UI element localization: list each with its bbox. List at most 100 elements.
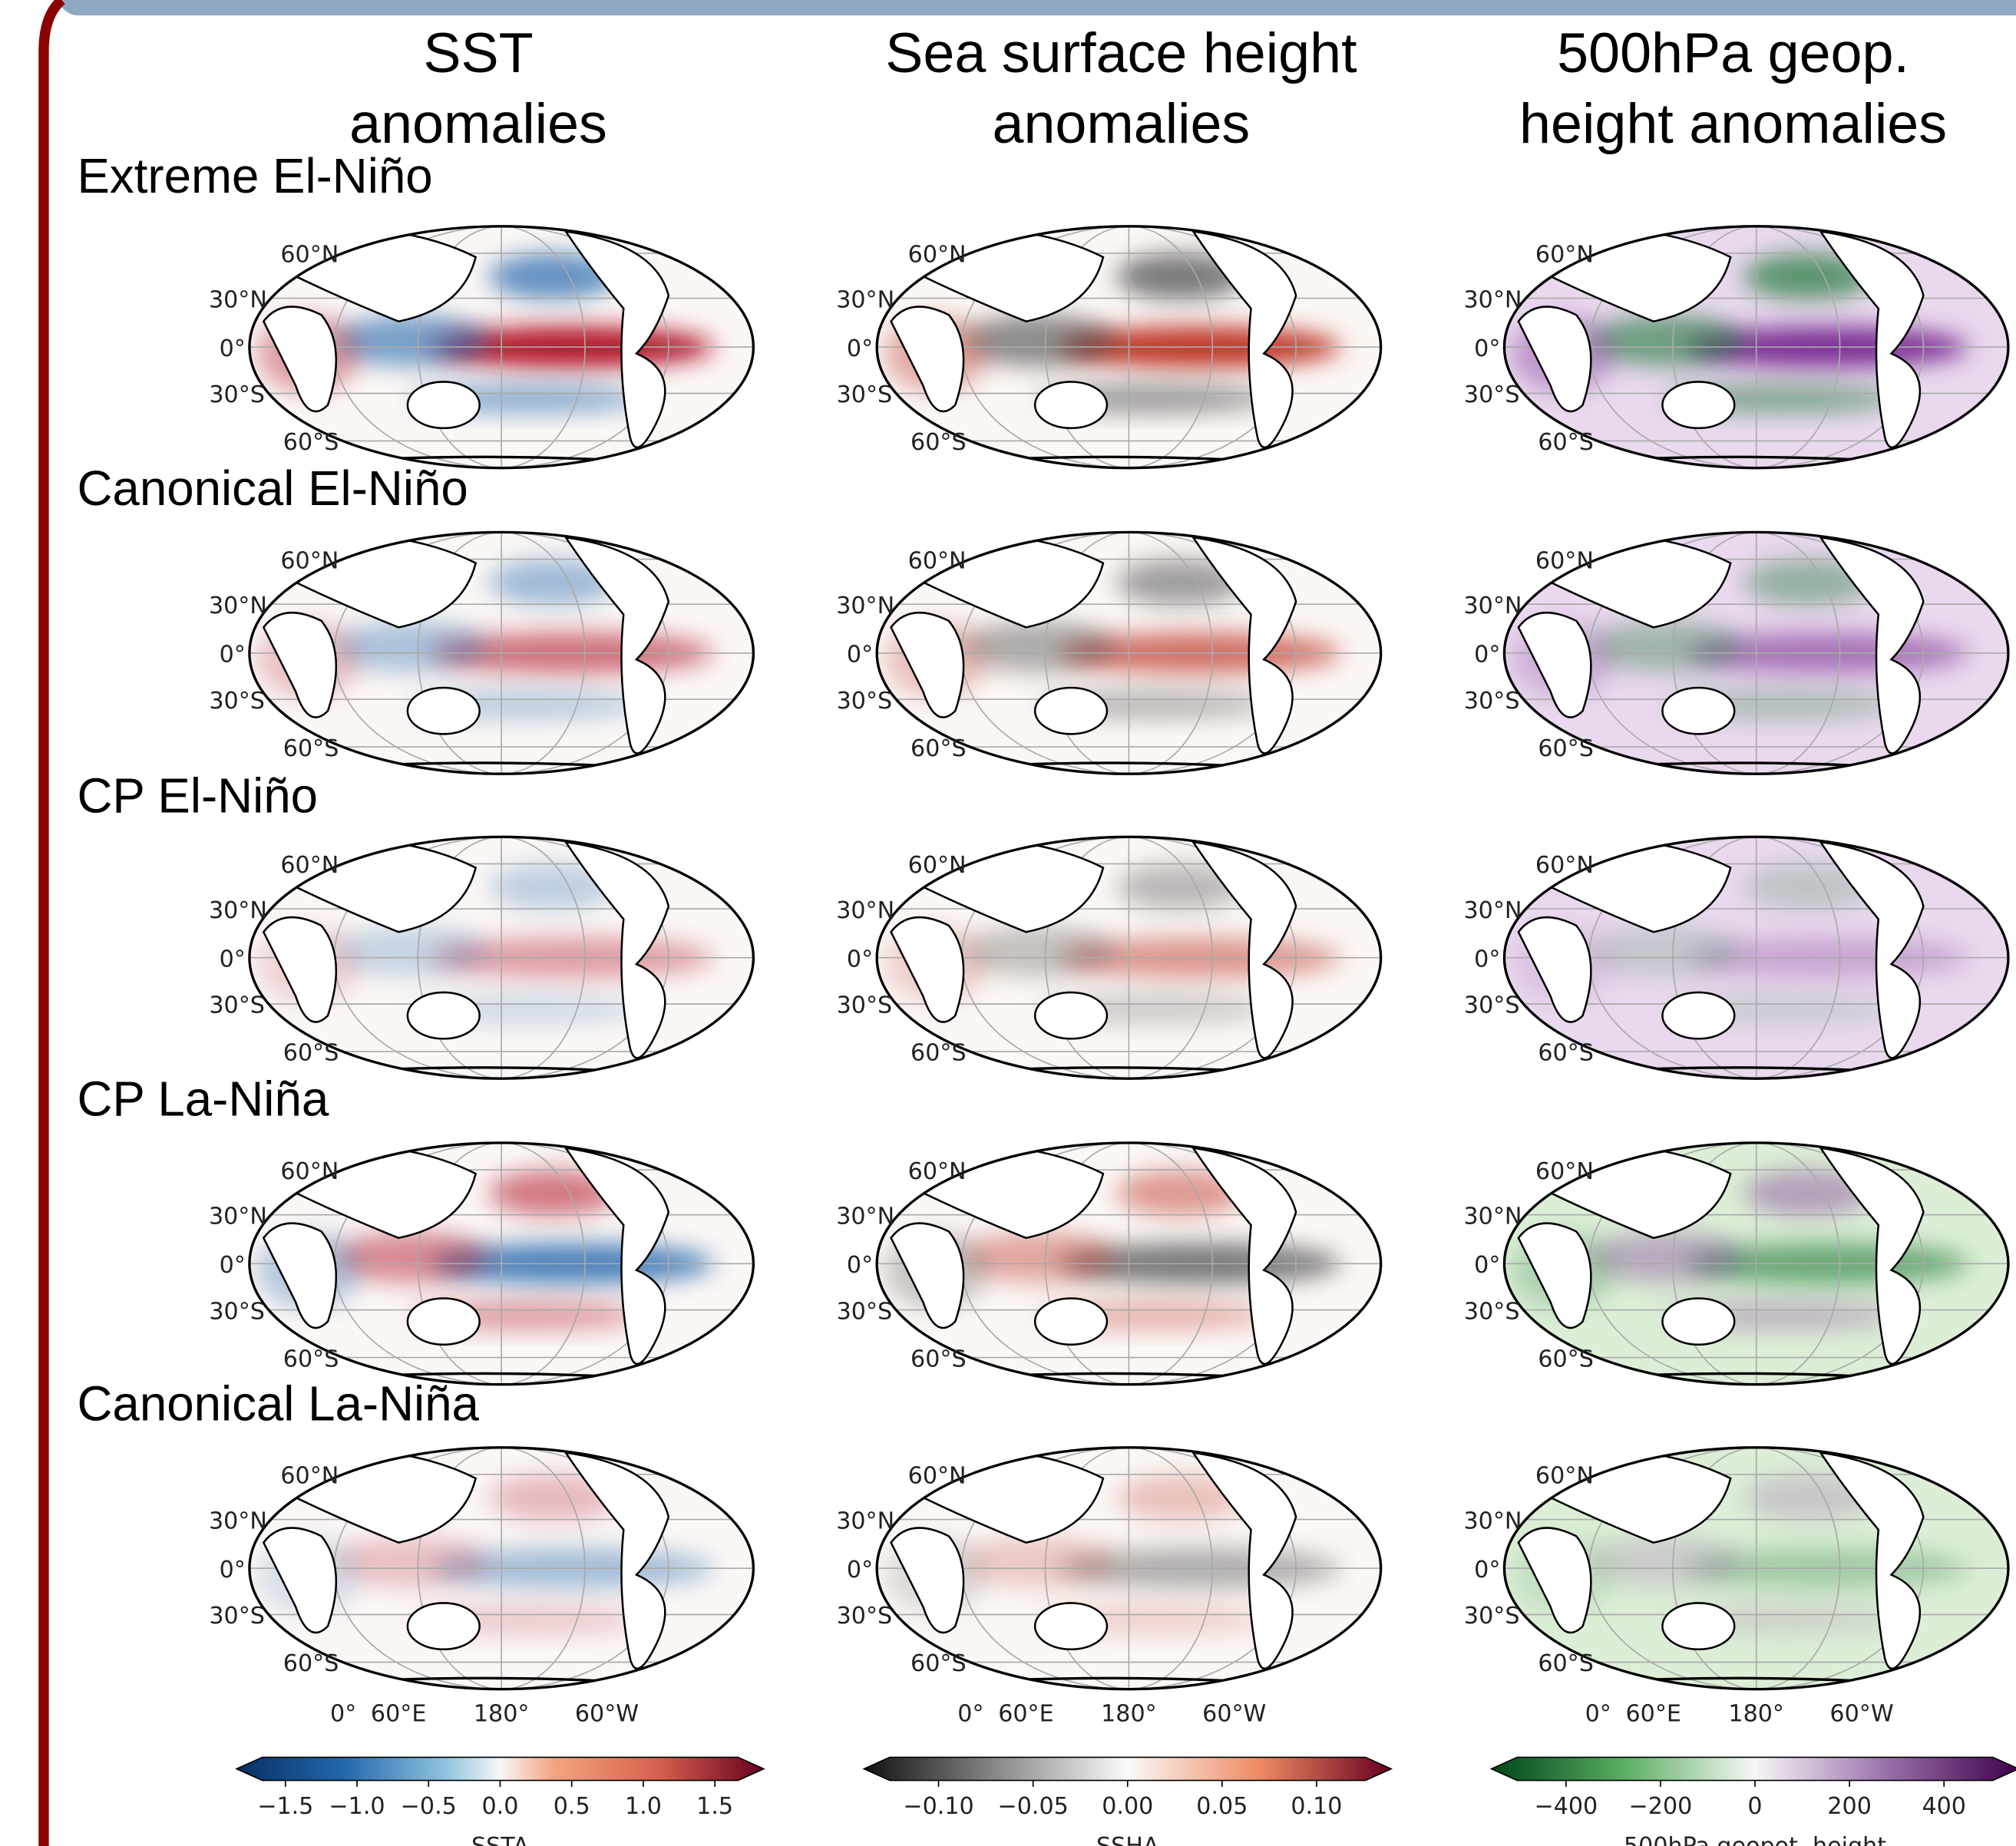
lat-label: 30°N: [209, 1508, 267, 1534]
land: [1818, 536, 1925, 755]
land: [1517, 1527, 1592, 1634]
lat-label: 60°S: [283, 1040, 339, 1067]
land: [890, 1527, 965, 1634]
colorbar: [862, 1756, 1393, 1782]
lat-label: 30°S: [209, 992, 265, 1019]
colorbar-tick-label: 200: [1827, 1793, 1872, 1820]
land: [1517, 916, 1592, 1023]
land: [262, 305, 338, 413]
lon-label: 180°: [474, 1701, 530, 1728]
map-outline: [1502, 1446, 2010, 1691]
colorbar-tick-label: 0.05: [1196, 1793, 1248, 1820]
meridian: [1672, 1142, 1841, 1385]
lat-label: 60°S: [1538, 1040, 1594, 1067]
meridian: [1672, 1447, 1841, 1689]
land: [890, 305, 965, 413]
lat-label: 0°: [847, 1557, 873, 1583]
lat-label: 60°S: [911, 735, 967, 762]
land: [1818, 1451, 1925, 1669]
map: [1504, 837, 2008, 1079]
lon-label: 0°: [957, 1701, 983, 1728]
land: [406, 1297, 481, 1346]
colorbar-tick-label: −0.5: [401, 1793, 457, 1820]
frame-border: [38, 0, 66, 1846]
map-outline: [1502, 835, 2010, 1080]
map: [1504, 532, 2008, 774]
colorbar-tick-label: 0.0: [482, 1793, 519, 1820]
lat-label: 30°N: [209, 897, 267, 924]
meridian: [417, 1142, 586, 1385]
lat-label: 60°N: [280, 547, 339, 574]
anomaly-blob: [1588, 1231, 1743, 1283]
lat-label: 0°: [220, 946, 246, 973]
anomaly-blob: [1115, 1474, 1245, 1521]
lat-label: 0°: [220, 1252, 246, 1279]
map-outline: [248, 225, 755, 470]
anomaly-blob: [961, 315, 1116, 367]
land: [1818, 1146, 1925, 1366]
anomaly-blob: [1743, 559, 1872, 606]
land: [406, 686, 481, 735]
lat-label: 0°: [220, 642, 246, 669]
land: [890, 611, 965, 718]
lat-label: 30°S: [837, 992, 893, 1019]
colorbar-label: SSHA: [1096, 1833, 1159, 1846]
lon-label: 60°E: [371, 1701, 426, 1728]
meridian: [1672, 837, 1841, 1079]
lat-label: 30°S: [1464, 1603, 1520, 1630]
lat-label: 60°S: [911, 429, 967, 456]
lat-label: 60°N: [908, 547, 967, 574]
colorbar-tick-label: 0.10: [1291, 1793, 1342, 1820]
meridian: [417, 837, 586, 1079]
map-outline: [1502, 225, 2010, 470]
land: [563, 536, 670, 755]
lat-label: 0°: [1474, 1557, 1500, 1583]
map-outline: [875, 1141, 1383, 1386]
lon-label: 60°E: [998, 1701, 1053, 1728]
lat-label: 60°S: [283, 1346, 339, 1372]
map-outline: [1502, 1141, 2010, 1386]
meridian: [1044, 226, 1214, 468]
lat-label: 30°N: [1464, 1508, 1522, 1534]
lat-label: 30°N: [836, 1508, 894, 1534]
anomaly-blob: [961, 925, 1116, 977]
lat-label: 60°S: [911, 1040, 967, 1067]
lat-label: 30°N: [836, 897, 894, 924]
lat-label: 30°N: [836, 286, 894, 313]
map: [877, 837, 1381, 1079]
meridian: [1044, 837, 1214, 1079]
colorbar-label: 500hPa geopot. height: [1624, 1833, 1886, 1846]
land: [1191, 840, 1297, 1059]
anomaly-blob: [1588, 315, 1743, 367]
lon-label: 180°: [1728, 1701, 1784, 1728]
anomaly-blob: [1588, 1536, 1743, 1588]
lat-label: 30°S: [209, 1298, 265, 1325]
map-outline: [875, 225, 1383, 470]
land: [563, 840, 670, 1059]
lat-label: 30°N: [209, 1203, 267, 1230]
map-outline: [875, 835, 1383, 1080]
land: [1661, 991, 1736, 1040]
land: [1661, 686, 1736, 735]
meridian: [1044, 532, 1214, 774]
anomaly-blob: [961, 1536, 1116, 1588]
lat-label: 30°S: [1464, 688, 1520, 715]
lon-label: 60°W: [1202, 1701, 1266, 1728]
land: [1818, 840, 1925, 1059]
lat-label: 30°N: [1464, 286, 1522, 313]
map-outline: [248, 530, 755, 775]
lat-label: 60°N: [908, 852, 967, 879]
lat-label: 60°S: [283, 429, 339, 456]
map-outline: [875, 530, 1383, 775]
map: [877, 532, 1381, 774]
map-outline: [248, 1446, 755, 1691]
land: [1517, 305, 1592, 413]
lat-label: 60°S: [1538, 429, 1594, 456]
column-title: SST: [423, 21, 533, 84]
lat-label: 30°N: [1464, 897, 1522, 924]
meridian: [1044, 1142, 1214, 1385]
lat-label: 60°N: [280, 852, 339, 879]
map: [249, 1142, 754, 1385]
land: [1661, 1602, 1736, 1650]
